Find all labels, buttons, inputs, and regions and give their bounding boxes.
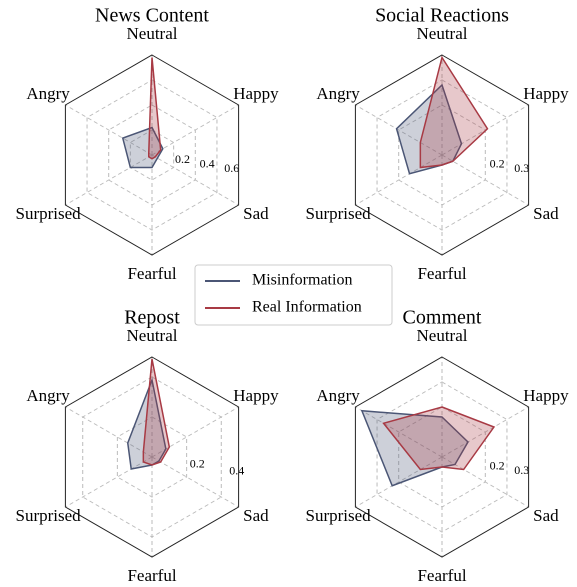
axis-label: Happy <box>233 84 279 103</box>
grid-ring <box>376 381 508 533</box>
spoke <box>355 406 443 458</box>
axis-label: Fearful <box>417 566 466 585</box>
axis-label: Surprised <box>15 204 81 223</box>
spoke <box>151 456 239 508</box>
axis-label: Angry <box>316 386 360 405</box>
chart-title: Repost <box>124 307 180 329</box>
r-tick-label: 0.2 <box>490 156 505 170</box>
spoke <box>65 406 153 458</box>
axis-label: Surprised <box>305 204 371 223</box>
axis-label: Neutral <box>127 24 178 43</box>
r-tick-label: 0.6 <box>224 161 239 175</box>
axis-label: Surprised <box>15 506 81 525</box>
legend-label: Real Information <box>252 299 362 316</box>
grid-ring <box>86 79 218 231</box>
axis-label: Sad <box>533 506 559 525</box>
grid-ring <box>108 104 196 206</box>
grid-ring <box>376 79 508 231</box>
series-area <box>142 358 171 466</box>
axis-label: Angry <box>26 386 70 405</box>
spoke <box>65 456 153 508</box>
r-tick-label: 0.3 <box>514 161 529 175</box>
frame <box>354 356 530 558</box>
chart-title: Social Reactions <box>375 5 509 27</box>
axis-label: Happy <box>523 386 569 405</box>
axis-label: Happy <box>523 84 569 103</box>
axis-label: Neutral <box>127 326 178 345</box>
axis-label: Sad <box>243 506 269 525</box>
grid-ring <box>398 406 486 508</box>
series-area <box>382 406 496 471</box>
frame <box>64 356 240 558</box>
r-tick-label: 0.2 <box>490 458 505 472</box>
chart-title: News Content <box>95 5 209 27</box>
frame <box>64 54 240 256</box>
axis-label: Sad <box>243 204 269 223</box>
legend-box <box>194 264 393 326</box>
grid-ring <box>129 129 175 181</box>
axis-label: Neutral <box>417 326 468 345</box>
r-tick-label: 0.2 <box>175 152 190 166</box>
axis-label: Fearful <box>417 264 466 283</box>
axis-label: Neutral <box>417 24 468 43</box>
r-tick-label: 0.3 <box>514 463 529 477</box>
frame <box>354 54 530 256</box>
axis-label: Fearful <box>127 264 176 283</box>
spoke <box>355 104 443 156</box>
spoke <box>65 104 153 156</box>
axis-label: Surprised <box>305 506 371 525</box>
axis-label: Happy <box>233 386 279 405</box>
axis-label: Angry <box>316 84 360 103</box>
grid-ring <box>82 376 222 538</box>
r-tick-label: 0.4 <box>229 464 244 478</box>
axis-label: Sad <box>533 204 559 223</box>
series-area <box>419 55 489 169</box>
axis-label: Angry <box>26 84 70 103</box>
r-tick-label: 0.2 <box>190 457 205 471</box>
grid-ring <box>116 416 188 498</box>
chart-title: Comment <box>403 307 482 329</box>
axis-label: Fearful <box>127 566 176 585</box>
legend-label: Misinformation <box>252 272 352 289</box>
series-area <box>148 57 162 160</box>
r-tick-label: 0.4 <box>200 156 215 170</box>
